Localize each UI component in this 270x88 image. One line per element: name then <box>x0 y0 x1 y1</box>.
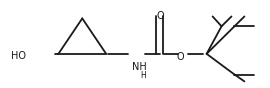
Text: O: O <box>177 52 185 62</box>
Text: H: H <box>140 71 146 80</box>
Text: HO: HO <box>11 51 26 61</box>
Text: O: O <box>156 11 164 21</box>
Text: NH: NH <box>132 62 147 72</box>
